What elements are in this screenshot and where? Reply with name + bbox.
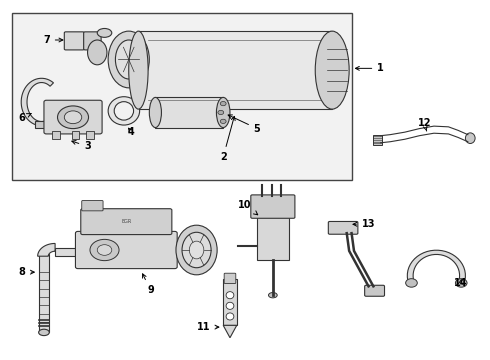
Ellipse shape bbox=[116, 40, 142, 79]
Text: 9: 9 bbox=[143, 274, 154, 295]
Text: 10: 10 bbox=[238, 200, 258, 215]
Text: 11: 11 bbox=[197, 322, 219, 332]
FancyBboxPatch shape bbox=[328, 221, 358, 234]
Circle shape bbox=[64, 111, 82, 123]
Ellipse shape bbox=[149, 98, 161, 127]
Ellipse shape bbox=[226, 302, 234, 309]
Ellipse shape bbox=[39, 329, 49, 336]
Polygon shape bbox=[407, 250, 466, 284]
FancyBboxPatch shape bbox=[75, 231, 177, 269]
FancyBboxPatch shape bbox=[82, 201, 103, 211]
Ellipse shape bbox=[217, 98, 230, 127]
Bar bbox=[72, 131, 79, 139]
Ellipse shape bbox=[226, 313, 234, 320]
Ellipse shape bbox=[189, 241, 204, 259]
Bar bbox=[223, 279, 237, 325]
Circle shape bbox=[220, 102, 226, 106]
Circle shape bbox=[97, 245, 112, 255]
Ellipse shape bbox=[182, 232, 211, 268]
Text: 4: 4 bbox=[128, 127, 135, 137]
Bar bbox=[35, 121, 49, 128]
FancyBboxPatch shape bbox=[81, 209, 172, 235]
Bar bbox=[155, 98, 223, 127]
Text: 7: 7 bbox=[43, 35, 63, 45]
FancyBboxPatch shape bbox=[224, 273, 236, 283]
Text: 2: 2 bbox=[220, 116, 235, 162]
Circle shape bbox=[218, 111, 223, 114]
Text: 3: 3 bbox=[72, 140, 91, 151]
Text: 5: 5 bbox=[228, 115, 261, 134]
Text: 8: 8 bbox=[19, 267, 34, 277]
Circle shape bbox=[455, 279, 467, 287]
FancyBboxPatch shape bbox=[84, 32, 101, 50]
Ellipse shape bbox=[315, 31, 349, 109]
Text: 6: 6 bbox=[19, 113, 31, 123]
Ellipse shape bbox=[114, 102, 134, 120]
Circle shape bbox=[90, 239, 119, 261]
Ellipse shape bbox=[226, 292, 234, 299]
Text: 12: 12 bbox=[417, 118, 431, 131]
Bar bbox=[52, 131, 60, 139]
Bar bbox=[257, 217, 289, 260]
Ellipse shape bbox=[108, 31, 149, 88]
Bar bbox=[12, 13, 352, 180]
FancyBboxPatch shape bbox=[44, 100, 102, 134]
FancyBboxPatch shape bbox=[64, 32, 84, 50]
Circle shape bbox=[220, 119, 226, 123]
Ellipse shape bbox=[129, 31, 148, 109]
Circle shape bbox=[406, 279, 417, 287]
Bar bbox=[39, 255, 49, 332]
Text: EGR: EGR bbox=[121, 219, 131, 224]
Bar bbox=[86, 131, 94, 139]
Ellipse shape bbox=[88, 40, 107, 65]
Polygon shape bbox=[38, 243, 55, 256]
FancyBboxPatch shape bbox=[251, 195, 295, 218]
Ellipse shape bbox=[176, 225, 217, 275]
FancyBboxPatch shape bbox=[365, 285, 385, 296]
Ellipse shape bbox=[269, 293, 277, 298]
Polygon shape bbox=[21, 78, 53, 126]
Ellipse shape bbox=[97, 28, 112, 37]
Polygon shape bbox=[223, 325, 237, 338]
Bar bbox=[55, 248, 94, 256]
Text: 13: 13 bbox=[353, 219, 375, 229]
Polygon shape bbox=[138, 31, 332, 109]
Bar bbox=[373, 135, 382, 145]
Circle shape bbox=[57, 106, 89, 129]
Ellipse shape bbox=[108, 97, 140, 125]
Text: 14: 14 bbox=[454, 278, 467, 288]
Text: 1: 1 bbox=[355, 63, 384, 73]
Ellipse shape bbox=[466, 133, 475, 144]
